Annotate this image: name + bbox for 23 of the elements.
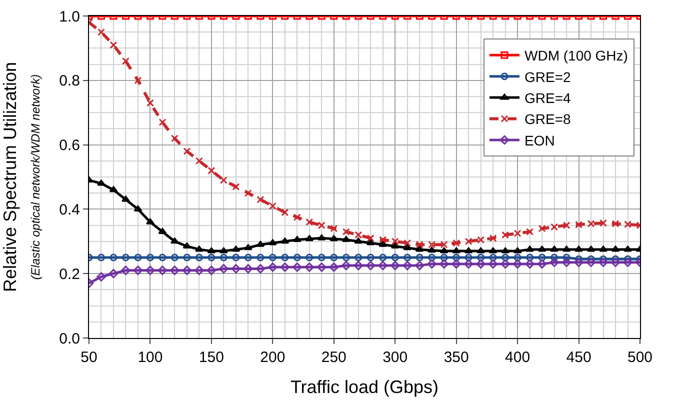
x-tick-label: 250 [321,349,346,366]
y-tick-label: 0.8 [59,72,80,90]
x-tick-label: 450 [566,349,592,366]
legend-label: GRE=4 [524,90,572,106]
y-tick-label: 0.6 [59,137,80,154]
legend-label: WDM (100 GHz) [524,48,628,64]
legend-label: GRE=2 [524,68,572,85]
x-axis-title: Traffic load (Gbps) [290,377,439,398]
y-tick-label: 0.4 [59,201,80,218]
legend-label: GRE=8 [524,111,572,128]
y-tick-label: 1.0 [59,8,80,26]
legend-label: EON [524,132,555,148]
x-tick-label: 200 [260,349,286,366]
x-tick-label: 300 [382,349,408,366]
x-tick-label: 150 [198,349,224,366]
y-axis-title: Relative Spectrum Utilization (Elastic optical network/WDM network) [0,62,42,292]
x-tick-label: 50 [80,349,98,366]
x-tick-label: 400 [505,349,530,366]
y-tick-label: 0.0 [59,330,80,348]
y-tick-label: 0.2 [59,266,80,283]
x-tick-label: 100 [138,349,163,366]
x-tick-label: 500 [627,349,653,366]
x-tick-label: 350 [444,349,469,366]
